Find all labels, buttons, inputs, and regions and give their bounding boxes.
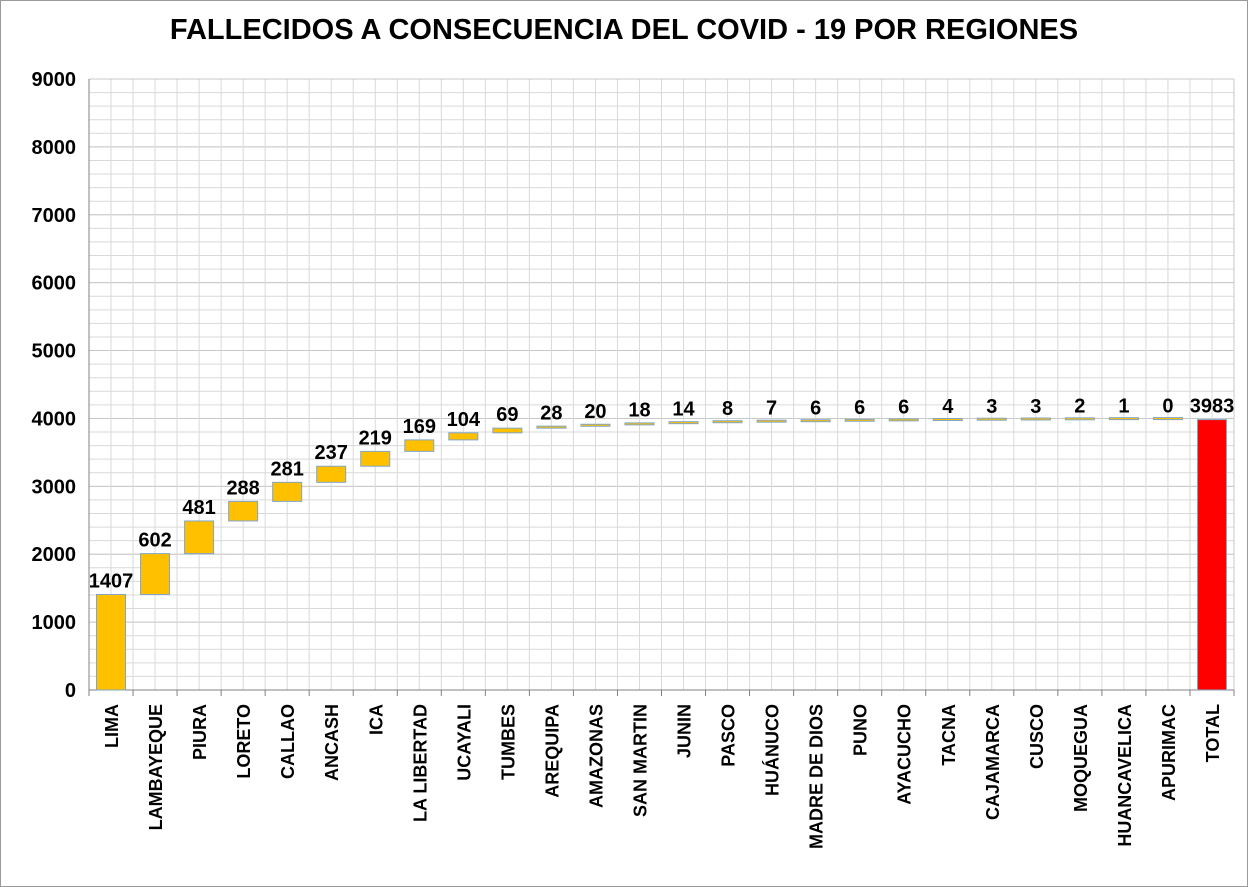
data-label: 28 <box>540 402 562 424</box>
bar-increase <box>184 520 215 555</box>
bar-increase <box>140 553 171 595</box>
x-tick-label: CAJAMARCA <box>983 704 1003 820</box>
x-tick-label: HUÁNUCO <box>762 704 783 796</box>
data-label: 6 <box>898 396 909 418</box>
x-tick-label: PIURA <box>190 704 210 760</box>
data-label: 481 <box>182 497 215 519</box>
y-tick-label: 5000 <box>32 341 77 363</box>
x-tick-label: MADRE DE DIOS <box>807 704 827 849</box>
bar-increase <box>712 420 743 424</box>
axes <box>88 78 1235 696</box>
data-label: 104 <box>447 409 481 431</box>
data-label: 237 <box>315 442 348 464</box>
bar-increase <box>404 439 435 452</box>
x-tick-label: TUMBES <box>498 704 518 780</box>
bar-increase <box>96 593 127 691</box>
data-label: 169 <box>403 416 436 438</box>
bar-increase <box>316 465 347 483</box>
bar-increase <box>932 417 963 421</box>
x-tick-label: TOTAL <box>1203 704 1223 762</box>
bar-increase <box>1108 417 1139 421</box>
y-tick-label: 3000 <box>32 476 77 498</box>
bar-increase <box>360 450 391 467</box>
x-tick-label: SAN MARTIN <box>630 704 650 817</box>
y-tick-labels: 0 1000 2000 3000 4000 5000 6000 7000 8000 9000 <box>32 69 77 702</box>
data-label: 219 <box>359 427 392 449</box>
bar-increase <box>844 418 875 422</box>
data-label: 7 <box>766 398 777 420</box>
y-tick-label: 8000 <box>32 137 77 159</box>
y-tick-label: 1000 <box>32 612 77 634</box>
x-tick-label: UCAYALI <box>454 704 474 781</box>
data-label: 3 <box>986 396 997 418</box>
bar-increase <box>800 419 831 423</box>
x-tick-label: AREQUIPA <box>542 704 562 798</box>
y-tick-label: 6000 <box>32 273 77 295</box>
x-tick-label: CALLAO <box>278 704 298 779</box>
grid <box>89 78 1234 691</box>
bar-increase <box>492 427 523 434</box>
data-label: 281 <box>270 458 303 480</box>
x-tick-label: MOQUEGUA <box>1071 704 1091 812</box>
x-tick-label: TACNA <box>939 704 959 766</box>
x-tick-label: APURIMAC <box>1159 704 1179 801</box>
bar-increase <box>976 417 1007 421</box>
bar-increase <box>888 418 919 422</box>
bar-increase <box>272 481 303 502</box>
x-tick-label: HUANCAVELICA <box>1115 704 1135 847</box>
data-label: 8 <box>722 398 733 420</box>
data-label: 1407 <box>89 570 134 592</box>
bars <box>96 417 1227 691</box>
x-tick-label: PASCO <box>719 704 739 767</box>
y-tick-label: 4000 <box>32 408 77 430</box>
bar-increase <box>1020 417 1051 421</box>
chart-title: FALLECIDOS A CONSECUENCIA DEL COVID - 19… <box>169 14 1079 46</box>
bar-increase <box>1152 417 1183 421</box>
data-label: 14 <box>672 399 695 421</box>
bar-increase <box>624 422 655 426</box>
bar-increase <box>1064 417 1095 421</box>
data-label: 18 <box>628 400 650 422</box>
bar-increase <box>536 425 567 429</box>
x-tick-label: PUNO <box>851 704 871 756</box>
data-label: 602 <box>138 530 171 552</box>
x-tick-label: LIMA <box>102 704 122 748</box>
data-label: 3 <box>1030 396 1041 418</box>
x-tick-labels: LIMA LAMBAYEQUE PIURA LORETO CALLAO ANCASH ICA… <box>102 704 1223 849</box>
y-tick-label: 2000 <box>32 544 77 566</box>
y-tick-label: 9000 <box>32 69 77 91</box>
data-label: 1 <box>1118 396 1129 418</box>
x-tick-label: AYACUCHO <box>895 704 915 805</box>
bar-increase <box>668 421 699 425</box>
bar-increase <box>448 432 479 441</box>
data-label: 20 <box>584 401 606 423</box>
y-tick-label: 7000 <box>32 205 77 227</box>
x-tick-label: LAMBAYEQUE <box>146 704 166 830</box>
data-label: 288 <box>226 477 259 499</box>
data-label: 0 <box>1162 396 1173 418</box>
bar-increase <box>228 500 259 522</box>
bar-total <box>1196 419 1227 691</box>
x-tick-label: AMAZONAS <box>586 704 606 808</box>
x-tick-label: ANCASH <box>322 704 342 781</box>
x-tick-label: JUNIN <box>675 704 695 758</box>
data-label: 6 <box>810 397 821 419</box>
x-tick-label: CUSCO <box>1027 704 1047 769</box>
bar-increase <box>756 419 787 423</box>
data-label: 2 <box>1074 396 1085 418</box>
x-tick-label: LA LIBERTAD <box>410 704 430 822</box>
data-label: 69 <box>496 404 518 426</box>
x-tick-label: LORETO <box>234 704 254 779</box>
bar-increase <box>580 423 611 427</box>
data-label: 4 <box>942 396 954 418</box>
y-tick-label: 0 <box>65 680 76 702</box>
data-label: 3983 <box>1190 396 1235 418</box>
data-label: 6 <box>854 397 865 419</box>
x-tick-label: ICA <box>366 704 386 735</box>
